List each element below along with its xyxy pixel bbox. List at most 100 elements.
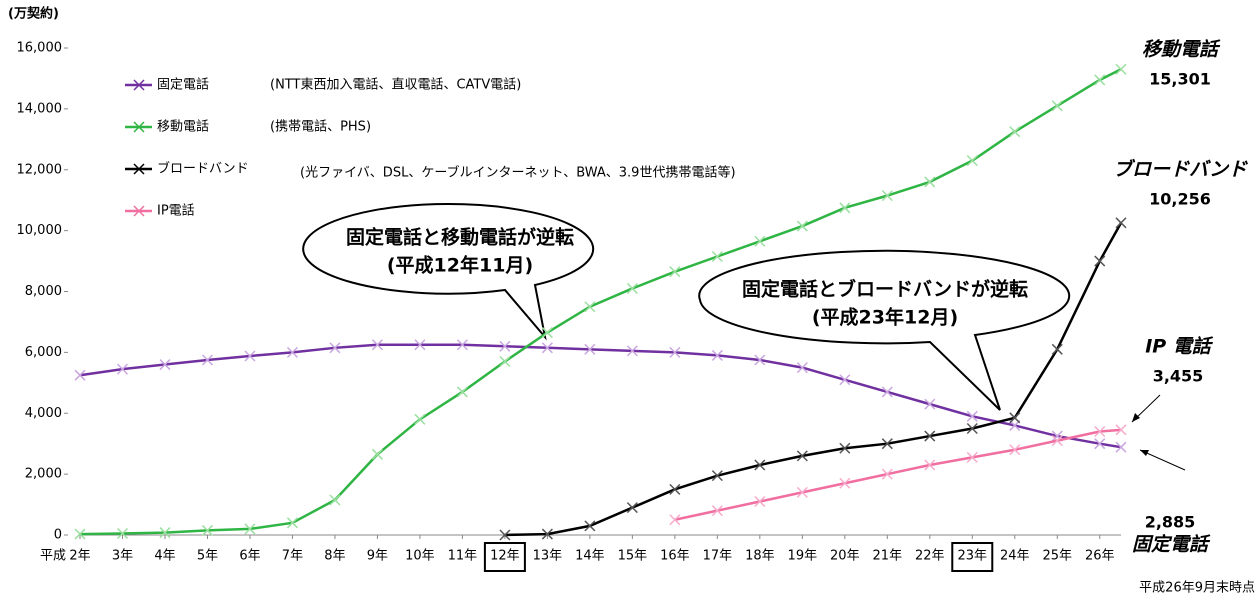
legend-marker <box>133 163 145 175</box>
legend-note: (NTT東西加入電話、直収電話、CATV電話) <box>270 77 521 93</box>
marker <box>74 528 86 540</box>
x-tick-label: 3年 <box>112 549 133 564</box>
legend-label: IP電話 <box>157 203 195 219</box>
series-line <box>79 68 1122 536</box>
end-label: 15,301 <box>1149 70 1211 89</box>
series-line <box>674 428 1122 522</box>
marker <box>839 477 851 489</box>
marker <box>329 494 341 506</box>
marker <box>626 345 638 357</box>
callout-sub: (平成12年11月) <box>387 254 533 277</box>
marker <box>754 235 766 247</box>
marker <box>1009 412 1021 424</box>
x-tick-label: 22年 <box>915 549 945 564</box>
marker <box>796 486 808 498</box>
marker <box>456 339 468 351</box>
marker <box>371 339 383 351</box>
x-tick-label: 21年 <box>873 549 903 564</box>
y-tick-label: 6,000 <box>25 345 62 360</box>
marker <box>244 523 256 535</box>
y-tick-label: 12,000 <box>17 162 63 177</box>
marker <box>499 529 511 541</box>
x-tick-label: 11年 <box>448 549 478 564</box>
x-tick-label: 13年 <box>533 549 563 564</box>
marker <box>1094 425 1106 438</box>
x-tick-label: 5年 <box>197 549 218 564</box>
x-tick-label: 8年 <box>324 549 345 564</box>
x-tick-label: 19年 <box>788 549 818 564</box>
marker <box>1094 438 1106 450</box>
marker <box>329 342 341 354</box>
marker <box>881 438 893 450</box>
marker <box>711 250 723 263</box>
x-tick-label: 9年 <box>367 549 388 564</box>
marker <box>1051 435 1063 447</box>
marker <box>966 451 978 463</box>
marker <box>1115 424 1127 436</box>
legend-marker <box>133 121 145 133</box>
marker <box>924 459 936 471</box>
marker <box>371 448 383 460</box>
end-name: IP 電話 <box>1145 336 1214 358</box>
x-tick-label: 7年 <box>282 549 303 564</box>
marker <box>201 524 213 536</box>
marker <box>711 470 723 482</box>
tick-box <box>951 542 994 572</box>
y-tick-label: 16,000 <box>17 41 63 56</box>
x-tick-label: 20年 <box>830 549 860 564</box>
marker <box>201 354 213 366</box>
marker <box>159 359 171 371</box>
legend-note: (携帯電話、PHS) <box>270 119 371 135</box>
marker <box>499 355 511 368</box>
marker <box>626 282 638 294</box>
marker <box>839 442 851 454</box>
marker <box>669 266 681 278</box>
callout-2: 固定電話とブロードバンドが逆転 (平成23年12月) <box>698 249 1071 411</box>
marker <box>1051 100 1063 112</box>
marker <box>584 301 596 313</box>
marker <box>924 398 936 410</box>
marker <box>1115 63 1127 75</box>
y-tick-label: 8,000 <box>25 284 62 299</box>
marker <box>839 374 851 386</box>
callout-text: 固定電話と移動電話が逆転 <box>346 226 574 249</box>
marker <box>74 369 86 381</box>
marker <box>711 349 723 361</box>
y-tick-label: 4,000 <box>25 406 62 421</box>
marker <box>286 517 298 529</box>
marker <box>1115 217 1127 229</box>
marker <box>414 339 426 351</box>
marker <box>966 410 978 422</box>
marker <box>924 430 936 442</box>
end-label: 2,885 <box>1145 513 1196 532</box>
marker <box>669 483 681 495</box>
x-tick-label: 25年 <box>1042 549 1072 564</box>
marker <box>626 502 638 514</box>
marker <box>1009 126 1021 138</box>
marker <box>244 350 256 362</box>
callout-sub: (平成23年12月) <box>812 306 958 329</box>
marker <box>966 422 978 434</box>
x-tick-label: 24年 <box>1000 549 1030 564</box>
marker <box>711 505 723 517</box>
x-tick-label: 10年 <box>405 549 435 564</box>
tick-box <box>483 542 526 572</box>
x-tick-label: 14年 <box>575 549 605 564</box>
marker <box>541 342 553 354</box>
marker <box>286 346 298 358</box>
marker <box>541 528 553 540</box>
x-tick-label: 26年 <box>1085 549 1115 564</box>
marker <box>414 413 426 425</box>
end-label: 3,455 <box>1153 367 1204 386</box>
arrow-head <box>1132 413 1140 422</box>
y-tick-label: 0 <box>54 528 62 543</box>
end-name: ブロードバンド <box>1113 159 1248 181</box>
marker <box>1094 255 1106 267</box>
callout-bubble <box>698 249 1071 411</box>
end-name: 固定電話 <box>1132 534 1211 556</box>
x-tick-label: 23年 <box>958 549 988 564</box>
x-tick-label: 16年 <box>660 549 690 564</box>
legend-marker <box>133 79 145 91</box>
legend-label: 移動電話 <box>157 119 209 135</box>
